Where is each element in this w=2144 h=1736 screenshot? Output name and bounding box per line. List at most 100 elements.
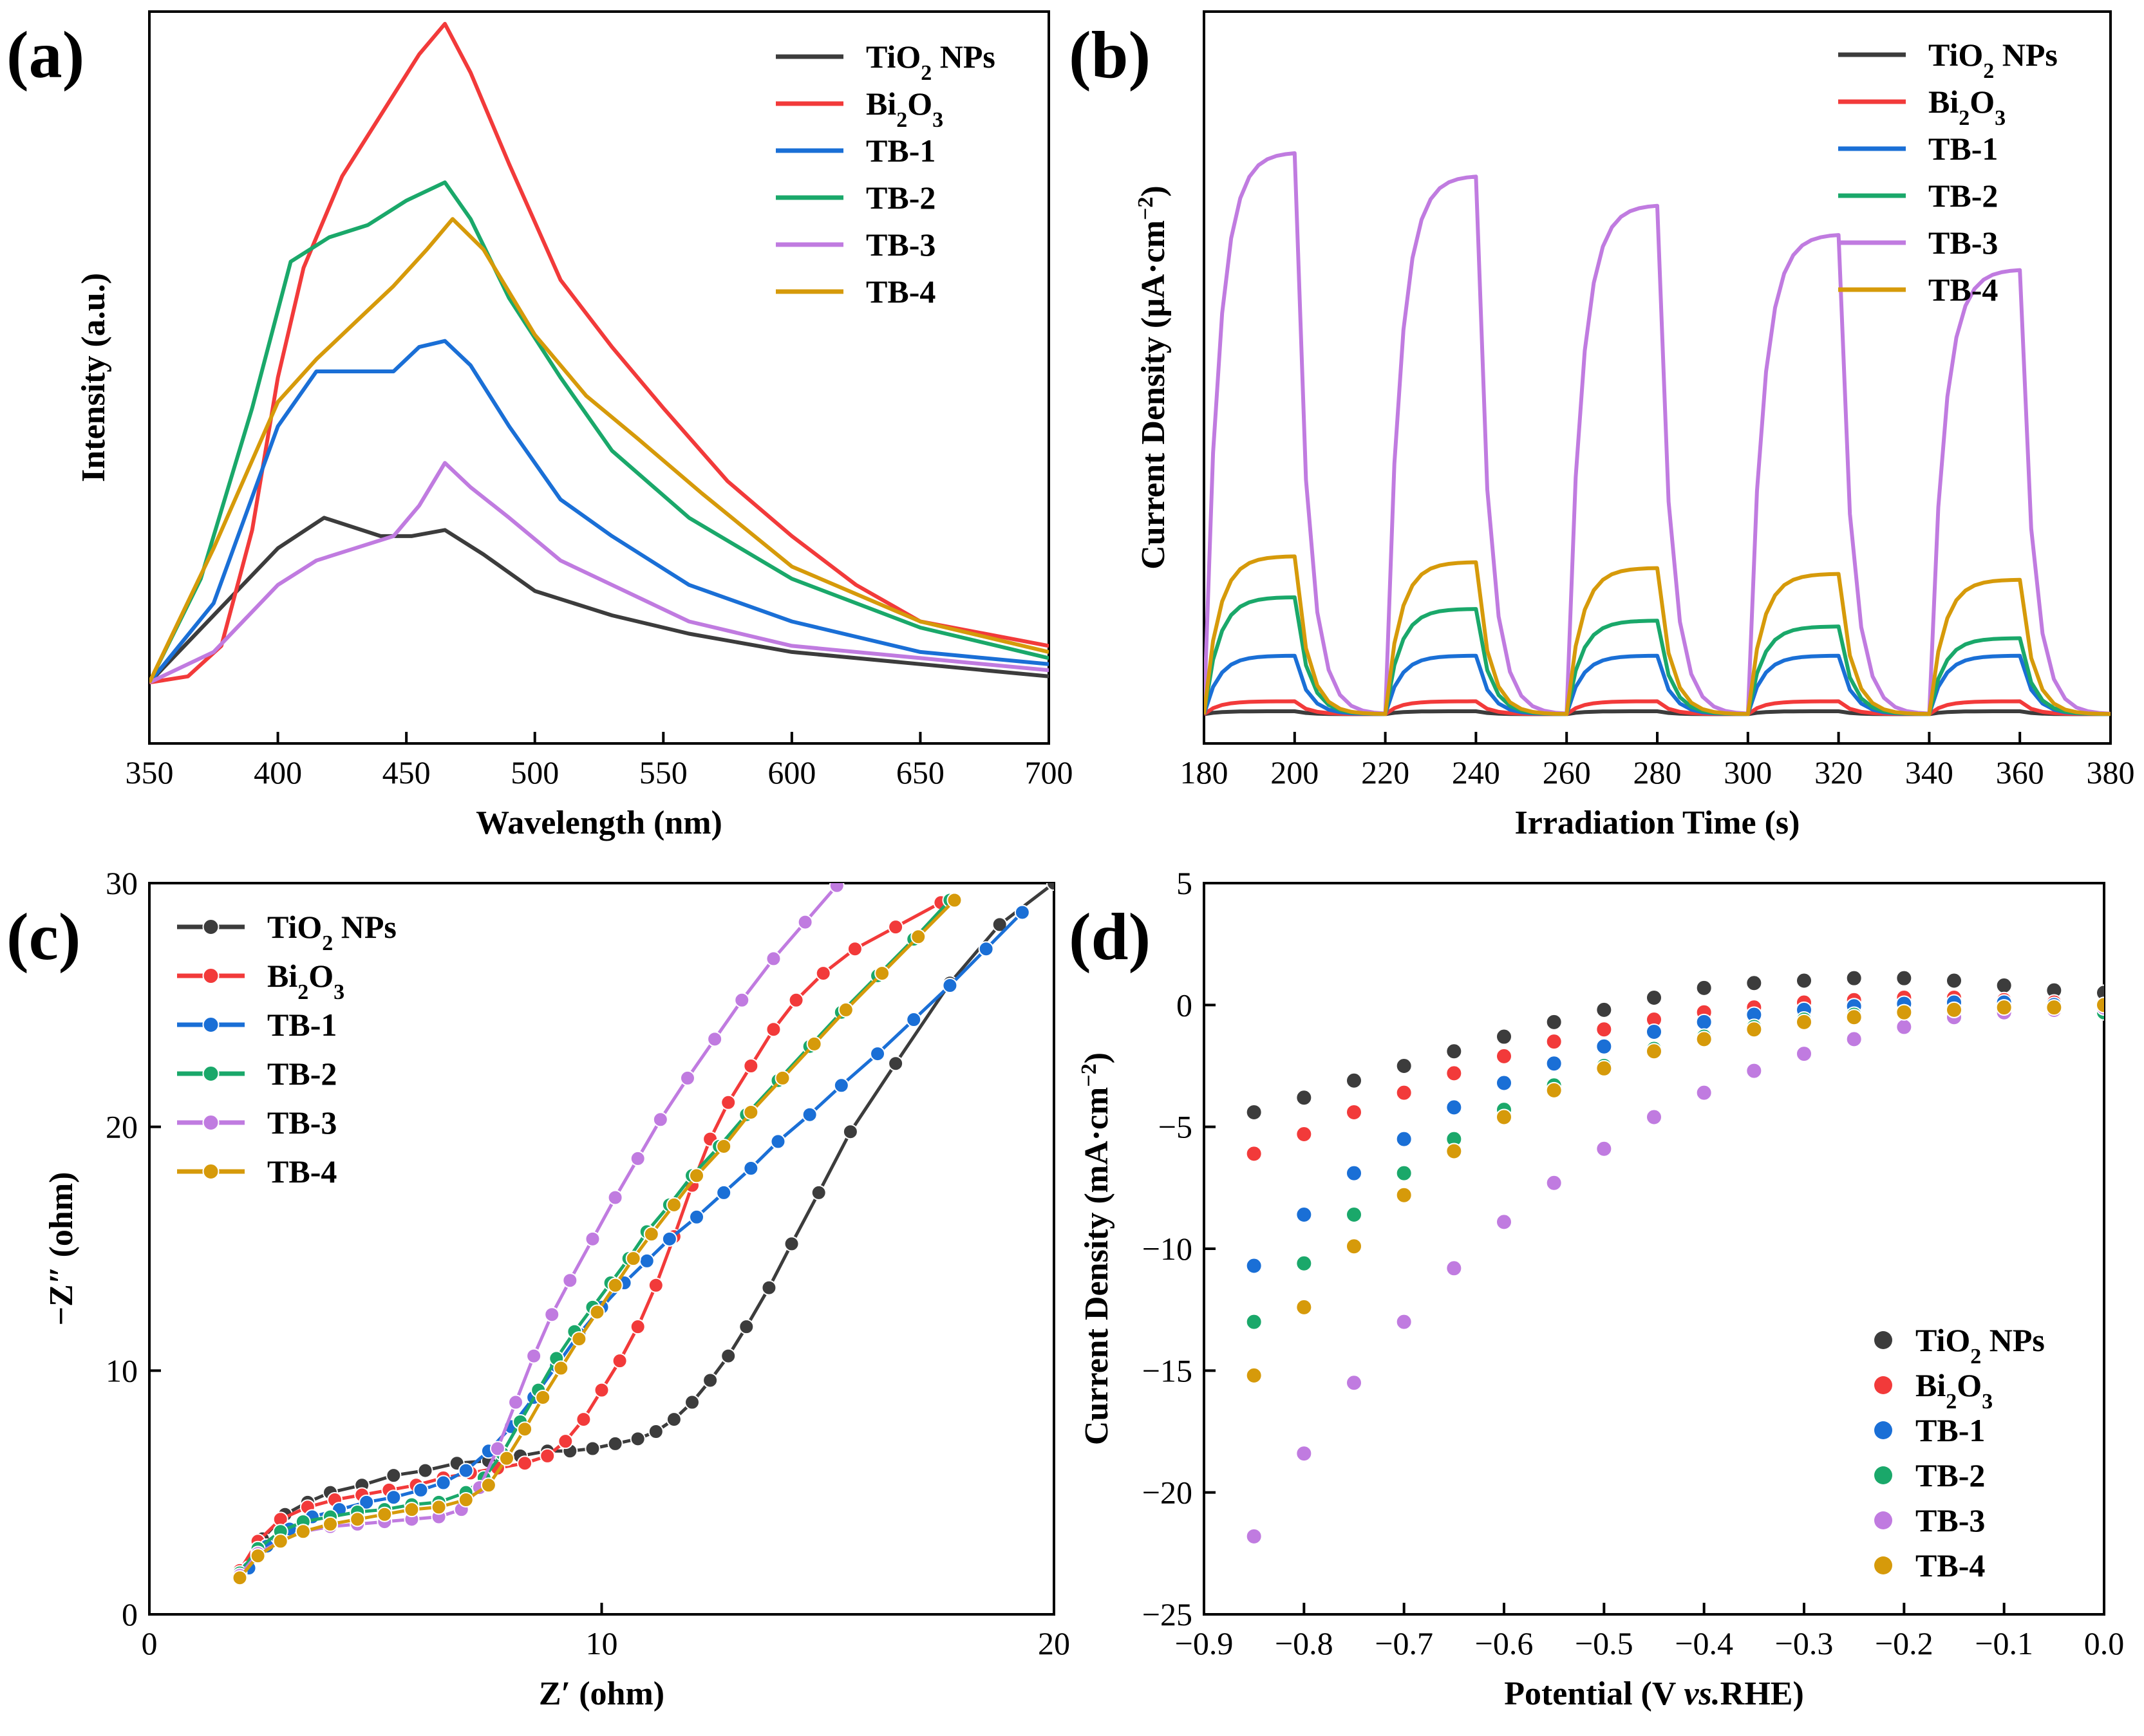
panel-b: (b) 180 200 220 240 260 280 300 320 340 360 380 Irra… <box>1069 10 2135 841</box>
x-tick-label: 400 <box>254 754 302 790</box>
x-tick-label: 550 <box>639 754 688 790</box>
data-point <box>232 1570 248 1586</box>
data-point <box>870 1046 886 1062</box>
data-point <box>1745 975 1763 992</box>
legend-label-part: NPs <box>1981 1322 2045 1358</box>
data-point <box>1946 972 1962 989</box>
data-point <box>404 1502 420 1518</box>
legend-label: TiO2 NPs <box>1915 1322 2045 1368</box>
data-point <box>806 1036 822 1052</box>
legend-swatch-marker <box>1874 1421 1892 1439</box>
data-point <box>1895 1018 1913 1036</box>
legend-item: TB-1 <box>776 133 936 169</box>
data-point <box>1995 977 2013 994</box>
data-point <box>1395 1164 1413 1182</box>
panel-label: (b) <box>1069 18 1151 92</box>
data-point <box>1295 1445 1313 1462</box>
legend-label-part: TiO <box>267 909 322 945</box>
data-point <box>743 1104 759 1120</box>
legend-item: TB-1 <box>1838 131 1998 167</box>
data-point <box>716 1138 732 1154</box>
data-point <box>910 929 926 945</box>
x-tick-label: −0.9 <box>1175 1625 1234 1661</box>
legend-label: TB-3 <box>1928 225 1998 261</box>
legend-swatch-marker <box>1874 1556 1892 1574</box>
data-point <box>1946 1001 1962 1018</box>
data-point <box>562 1273 578 1289</box>
data-point <box>1346 1206 1362 1223</box>
legend-label-part: 3 <box>334 980 344 1004</box>
data-point <box>1496 1047 1512 1065</box>
data-point <box>458 1492 474 1508</box>
data-point <box>1245 1527 1263 1545</box>
series-line <box>149 461 1049 685</box>
panel-label: (d) <box>1069 900 1151 974</box>
y-axis-title-part: Current Density (mA·cm <box>1078 1087 1115 1446</box>
data-point <box>833 1078 849 1094</box>
series-line <box>238 883 843 1576</box>
data-point <box>1595 1021 1613 1038</box>
data-point <box>666 1412 682 1428</box>
data-point <box>1245 1313 1263 1330</box>
x-tick-label: 360 <box>1996 754 2044 790</box>
data-point <box>1395 1186 1413 1204</box>
data-point <box>666 1197 682 1213</box>
data-point <box>978 941 994 957</box>
data-point <box>1695 1031 1713 1048</box>
series-line <box>149 180 1049 684</box>
series-line <box>149 339 1049 684</box>
data-point <box>788 992 804 1008</box>
data-point <box>720 1348 737 1364</box>
x-tick-label: 500 <box>511 754 559 790</box>
x-axis-title-part: Potential (V <box>1504 1675 1684 1712</box>
series-line <box>149 217 1049 684</box>
data-point <box>571 1331 587 1347</box>
legend-label: TB-4 <box>1915 1547 1985 1583</box>
legend-label-part: Bi <box>1928 84 1959 120</box>
legend-item: TB-4 <box>1874 1547 1985 1583</box>
x-tick-label: −0.4 <box>1675 1625 1733 1661</box>
data-point <box>630 1150 646 1166</box>
legend-label-part: Bi <box>1915 1367 1946 1403</box>
data-point <box>689 1168 705 1184</box>
data-point <box>526 1348 542 1364</box>
legend-label-part: 2 <box>322 931 333 955</box>
series-line <box>1204 554 2111 716</box>
plot-frame <box>148 10 1050 745</box>
data-point <box>1796 1013 1812 1031</box>
data-point <box>770 1134 786 1150</box>
data-point <box>1395 1313 1413 1330</box>
data-point <box>1346 1374 1362 1392</box>
legend-label: TB-2 <box>866 180 936 216</box>
y-axis-title-part: Current Density (μA·cm <box>1135 220 1172 570</box>
legend-item: TB-1 <box>1874 1412 1985 1448</box>
data-point <box>1245 1367 1263 1384</box>
plot-frame <box>1203 10 2112 745</box>
legend-label-part: 3 <box>932 108 943 132</box>
y-axis-title: Current Density (mA·cm−2) <box>1077 1052 1116 1445</box>
legend-label-part: 3 <box>1982 1390 1993 1414</box>
data-point <box>517 1421 533 1437</box>
series-line <box>149 22 1049 685</box>
x-tick-label: −0.6 <box>1475 1625 1534 1661</box>
legend-label-part: 2 <box>921 61 932 85</box>
series-line <box>1204 151 2111 716</box>
x-tick-label: −0.2 <box>1875 1625 1933 1661</box>
data-point <box>1545 1055 1563 1072</box>
data-point <box>946 892 963 908</box>
x-tick-label: 220 <box>1361 754 1409 790</box>
legend-label-part: TB-3 <box>1915 1502 1985 1538</box>
data-point <box>957 779 971 793</box>
data-point <box>553 1360 569 1376</box>
data-point <box>716 1184 732 1200</box>
legend-label: TB-2 <box>1928 178 1998 214</box>
data-point <box>458 1462 474 1479</box>
x-tick-label: 0.0 <box>2084 1625 2125 1661</box>
data-point <box>386 1489 402 1506</box>
data-point <box>1845 1031 1863 1048</box>
legend-label-part: TB-4 <box>1928 272 1998 308</box>
x-axis-title: Wavelength (nm) <box>476 805 722 841</box>
data-point <box>1545 1013 1563 1031</box>
y-tick-label: 30 <box>106 865 138 901</box>
